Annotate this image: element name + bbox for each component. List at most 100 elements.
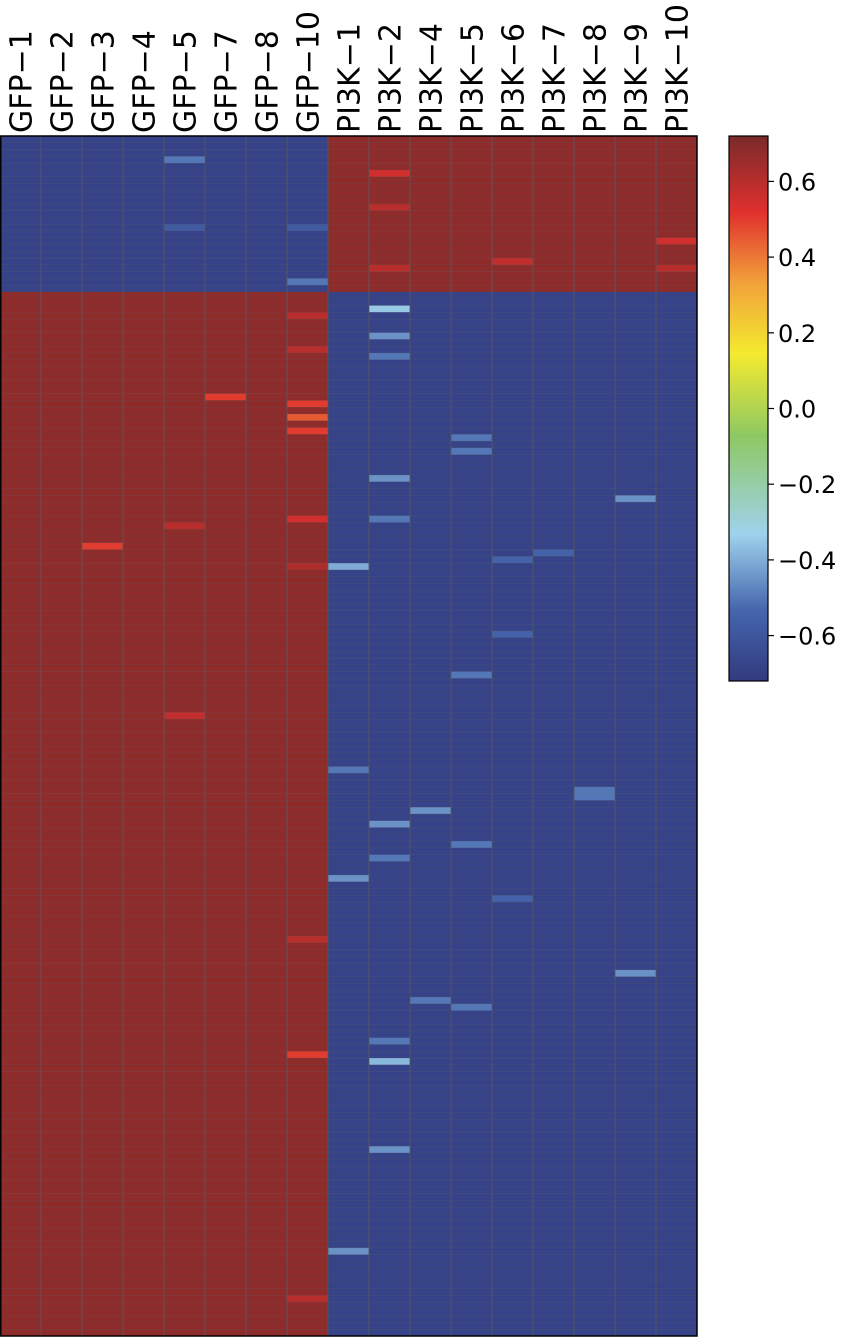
heatmap-cell	[0, 176, 42, 184]
heatmap-cell	[123, 834, 165, 842]
heatmap-cell	[369, 1322, 411, 1330]
heatmap-cell	[82, 658, 124, 666]
heatmap-cell	[287, 1132, 329, 1140]
heatmap-cell	[205, 224, 247, 232]
heatmap-cell	[533, 244, 575, 252]
heatmap-cell	[41, 1119, 83, 1127]
column-label: PI3K−9	[620, 23, 655, 133]
heatmap-cell	[656, 366, 698, 374]
heatmap-cell	[492, 400, 534, 408]
heatmap-cell	[205, 1017, 247, 1025]
heatmap-cell	[451, 854, 493, 862]
heatmap-cell	[123, 725, 165, 733]
heatmap-cell	[328, 224, 370, 232]
heatmap-cell	[656, 285, 698, 293]
heatmap-cell	[615, 800, 657, 808]
heatmap-cell	[246, 407, 288, 415]
heatmap-cell	[246, 413, 288, 422]
heatmap-cell	[574, 556, 616, 564]
heatmap-cell	[205, 963, 247, 971]
heatmap-cell	[164, 183, 206, 191]
heatmap-cell	[656, 752, 698, 761]
heatmap-cell	[656, 630, 698, 638]
heatmap-cell	[328, 834, 370, 842]
heatmap-cell	[410, 685, 452, 693]
heatmap-cell	[328, 142, 370, 150]
heatmap-cell	[451, 936, 493, 944]
heatmap-cell	[492, 319, 534, 327]
heatmap-cell	[205, 969, 247, 977]
heatmap-cell	[0, 386, 42, 394]
heatmap-cell	[410, 1030, 452, 1038]
heatmap-cell	[369, 1308, 411, 1316]
heatmap-cell	[0, 813, 42, 822]
heatmap-cell	[0, 515, 42, 523]
heatmap-cell	[492, 603, 534, 611]
heatmap-cell	[615, 454, 657, 462]
heatmap-cell	[369, 278, 411, 286]
heatmap-cell	[205, 712, 247, 720]
heatmap-cell	[451, 624, 493, 632]
heatmap-cell	[615, 481, 657, 489]
heatmap-cell	[656, 976, 698, 984]
heatmap-cell	[0, 203, 42, 211]
heatmap-cell	[533, 813, 575, 822]
heatmap-cell	[492, 1159, 534, 1167]
heatmap-cell	[451, 969, 493, 977]
heatmap-cell	[492, 474, 534, 483]
heatmap-cell	[615, 352, 657, 361]
heatmap-cell	[287, 922, 329, 930]
heatmap-cell	[164, 963, 206, 971]
heatmap-cell	[41, 1091, 83, 1100]
heatmap-cell	[533, 332, 575, 340]
heatmap-cell	[41, 603, 83, 611]
heatmap-cell	[123, 529, 165, 537]
heatmap-cell	[328, 597, 370, 605]
heatmap-cell	[328, 393, 370, 401]
heatmap-cell	[246, 1044, 288, 1052]
heatmap-cell	[123, 400, 165, 408]
heatmap-cell	[451, 793, 493, 801]
heatmap-cell	[451, 366, 493, 374]
heatmap-cell	[0, 1329, 42, 1337]
heatmap-cell	[328, 1024, 370, 1032]
heatmap-cell	[451, 874, 493, 883]
heatmap-cell	[164, 630, 206, 638]
heatmap-cell	[287, 420, 329, 428]
heatmap-cell	[492, 881, 534, 889]
heatmap-cell	[533, 834, 575, 842]
heatmap-cell	[656, 1058, 698, 1066]
heatmap-cell	[574, 664, 616, 672]
heatmap-cell	[451, 210, 493, 218]
heatmap-cell	[656, 563, 698, 571]
heatmap-cell	[451, 319, 493, 327]
heatmap-cell	[656, 610, 698, 618]
heatmap-cell	[574, 495, 616, 503]
heatmap-cell	[615, 495, 657, 503]
heatmap-cell	[615, 339, 657, 347]
heatmap-cell	[41, 874, 83, 883]
heatmap-cell	[123, 590, 165, 598]
heatmap-cell	[164, 766, 206, 774]
heatmap-cell	[492, 929, 534, 937]
heatmap-cell	[246, 332, 288, 340]
heatmap-cell	[205, 346, 247, 354]
heatmap-cell	[164, 549, 206, 557]
heatmap-cell	[574, 325, 616, 333]
heatmap-cell	[41, 658, 83, 666]
heatmap-cell	[533, 386, 575, 394]
heatmap-cell	[451, 312, 493, 320]
heatmap-cell	[369, 678, 411, 686]
heatmap-cell	[123, 183, 165, 191]
heatmap-cell	[123, 1017, 165, 1025]
heatmap-cell	[205, 386, 247, 394]
heatmap-cell	[205, 685, 247, 693]
heatmap-cell	[287, 156, 329, 164]
heatmap-cell	[656, 447, 698, 455]
heatmap-cell	[328, 1085, 370, 1093]
heatmap-cell	[164, 1010, 206, 1018]
heatmap-cell	[82, 685, 124, 693]
heatmap-cell	[369, 1139, 411, 1147]
heatmap-cell	[574, 597, 616, 605]
heatmap-cell	[656, 352, 698, 361]
